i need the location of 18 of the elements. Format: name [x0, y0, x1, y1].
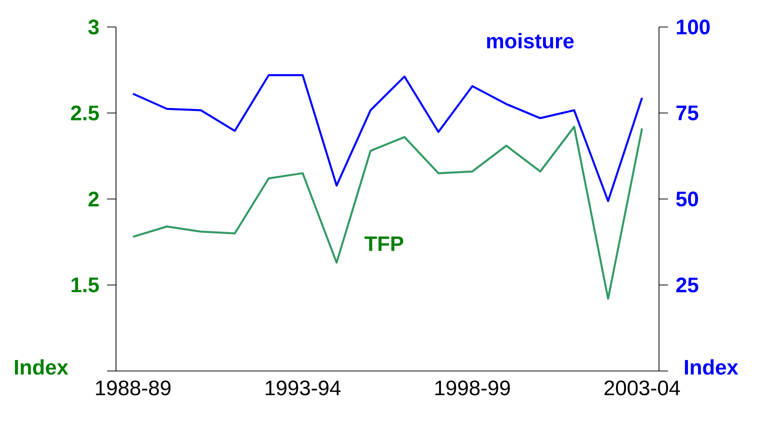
series-label: TFP	[364, 236, 404, 251]
y-tick-label: 2	[88, 192, 99, 206]
y2-tick-label: 50	[676, 192, 698, 206]
y2-axis-title: Index	[684, 359, 738, 375]
x-tick-label: 1998-99	[435, 380, 510, 396]
line-series	[132, 126, 644, 300]
x-tick-label: 1993-94	[266, 380, 341, 396]
y-tick-label: 3	[88, 20, 99, 34]
series-label: moisture	[487, 33, 574, 48]
y-tick-label: 1.5	[72, 278, 99, 292]
y-axis-title: Index	[14, 359, 68, 375]
x-tick-label: 2003-04	[604, 380, 680, 396]
x-tick-label: 1988-89	[96, 380, 170, 396]
line-series	[132, 74, 644, 202]
y2-tick-label: 75	[676, 106, 698, 120]
y2-tick-label: 25	[676, 278, 698, 292]
y-tick-label: 2.5	[71, 106, 99, 120]
y2-tick-label: 100	[676, 20, 710, 34]
